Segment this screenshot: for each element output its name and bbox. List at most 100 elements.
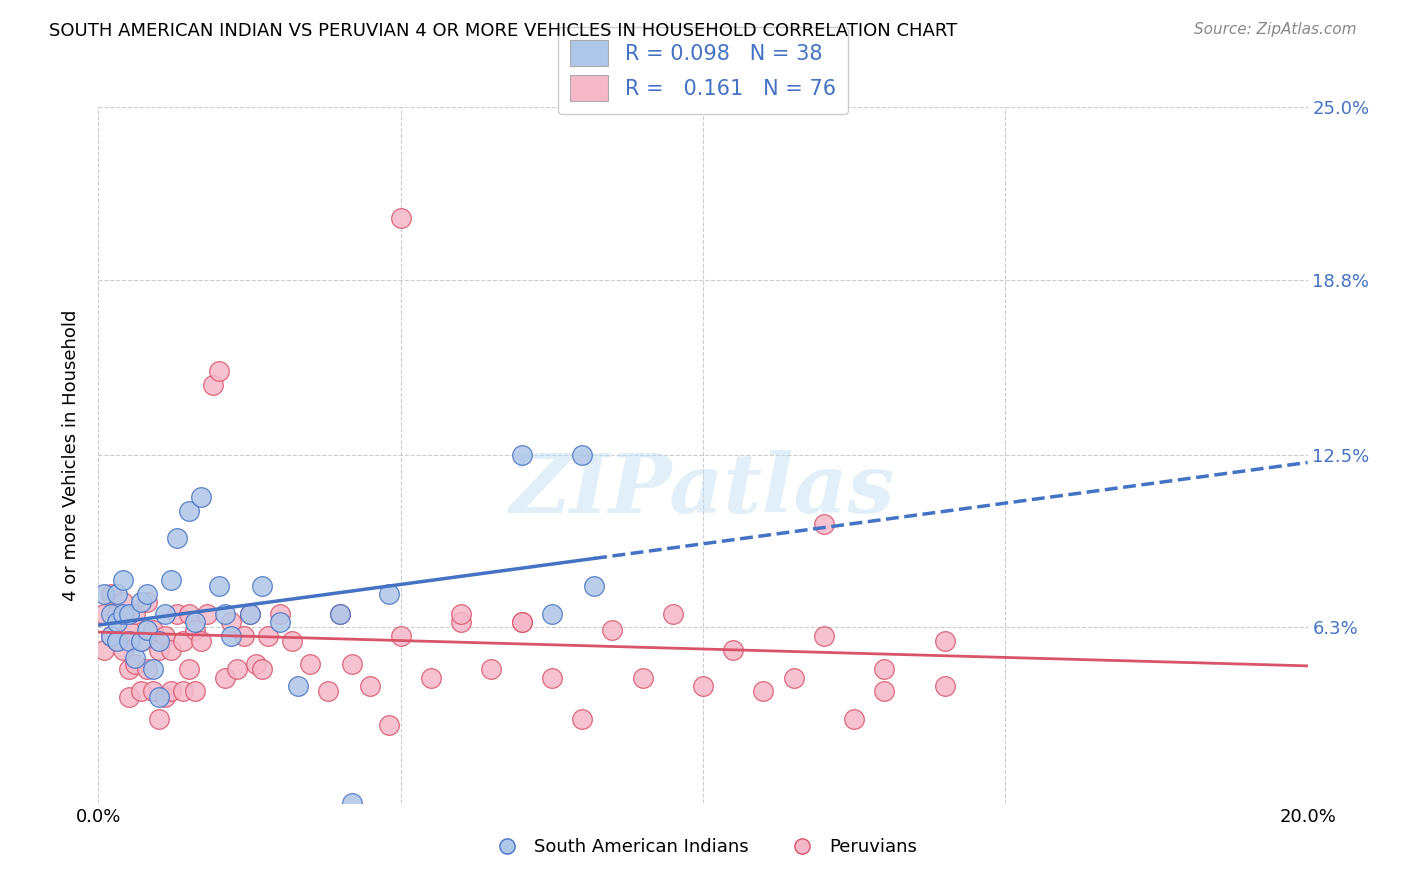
Point: [148, 690, 170, 704]
Point: [342, 657, 364, 671]
Point: [540, 607, 562, 621]
Point: [631, 671, 654, 685]
Point: [105, 607, 128, 621]
Point: [160, 642, 183, 657]
Point: [377, 587, 399, 601]
Point: [661, 607, 683, 621]
Point: [100, 629, 122, 643]
Point: [153, 690, 176, 704]
Point: [481, 662, 503, 676]
Point: [420, 671, 443, 685]
Point: [135, 587, 157, 601]
Point: [571, 712, 593, 726]
Point: [118, 634, 141, 648]
Point: [172, 684, 194, 698]
Point: [214, 671, 236, 685]
Point: [100, 587, 122, 601]
Legend: South American Indians, Peruvians: South American Indians, Peruvians: [481, 831, 925, 863]
Point: [160, 684, 183, 698]
Point: [179, 607, 201, 621]
Y-axis label: 4 or more Vehicles in Household: 4 or more Vehicles in Household: [62, 310, 80, 600]
Point: [723, 642, 745, 657]
Point: [148, 642, 170, 657]
Point: [783, 671, 806, 685]
Point: [221, 629, 243, 643]
Point: [124, 607, 146, 621]
Point: [148, 712, 170, 726]
Point: [142, 684, 165, 698]
Point: [135, 662, 157, 676]
Point: [190, 490, 212, 504]
Point: [105, 634, 128, 648]
Point: [256, 629, 278, 643]
Point: [118, 624, 141, 638]
Point: [510, 615, 533, 629]
Point: [93, 607, 115, 621]
Text: SOUTH AMERICAN INDIAN VS PERUVIAN 4 OR MORE VEHICLES IN HOUSEHOLD CORRELATION CH: SOUTH AMERICAN INDIAN VS PERUVIAN 4 OR M…: [49, 22, 957, 40]
Point: [100, 629, 122, 643]
Point: [232, 629, 254, 643]
Point: [571, 448, 593, 462]
Point: [124, 651, 146, 665]
Point: [602, 624, 624, 638]
Point: [389, 629, 412, 643]
Point: [184, 615, 207, 629]
Point: [540, 671, 562, 685]
Point: [166, 607, 188, 621]
Point: [111, 595, 134, 609]
Point: [129, 595, 152, 609]
Point: [190, 634, 212, 648]
Point: [135, 624, 157, 638]
Point: [360, 679, 382, 693]
Point: [148, 634, 170, 648]
Point: [239, 607, 262, 621]
Point: [450, 615, 472, 629]
Point: [105, 615, 128, 629]
Point: [111, 607, 134, 621]
Point: [142, 662, 165, 676]
Point: [202, 378, 225, 392]
Point: [873, 662, 896, 676]
Point: [195, 607, 218, 621]
Point: [129, 684, 152, 698]
Point: [934, 634, 956, 648]
Point: [250, 579, 273, 593]
Point: [329, 607, 352, 621]
Point: [934, 679, 956, 693]
Point: [142, 624, 165, 638]
Point: [93, 642, 115, 657]
Point: [813, 629, 835, 643]
Point: [111, 573, 134, 587]
Point: [172, 634, 194, 648]
Point: [129, 634, 152, 648]
Point: [287, 679, 309, 693]
Point: [329, 607, 352, 621]
Point: [105, 634, 128, 648]
Point: [111, 642, 134, 657]
Text: ZIPatlas: ZIPatlas: [510, 450, 896, 530]
Point: [153, 629, 176, 643]
Point: [510, 615, 533, 629]
Point: [179, 662, 201, 676]
Point: [100, 607, 122, 621]
Point: [221, 615, 243, 629]
Point: [124, 657, 146, 671]
Point: [752, 684, 775, 698]
Point: [450, 607, 472, 621]
Point: [583, 579, 606, 593]
Point: [299, 657, 322, 671]
Point: [118, 607, 141, 621]
Point: [208, 364, 231, 378]
Point: [813, 517, 835, 532]
Point: [239, 607, 262, 621]
Point: [166, 532, 188, 546]
Point: [269, 607, 291, 621]
Point: [316, 684, 339, 698]
Point: [208, 579, 231, 593]
Point: [226, 662, 249, 676]
Point: [377, 718, 399, 732]
Point: [105, 587, 128, 601]
Point: [179, 503, 201, 517]
Point: [692, 679, 714, 693]
Point: [873, 684, 896, 698]
